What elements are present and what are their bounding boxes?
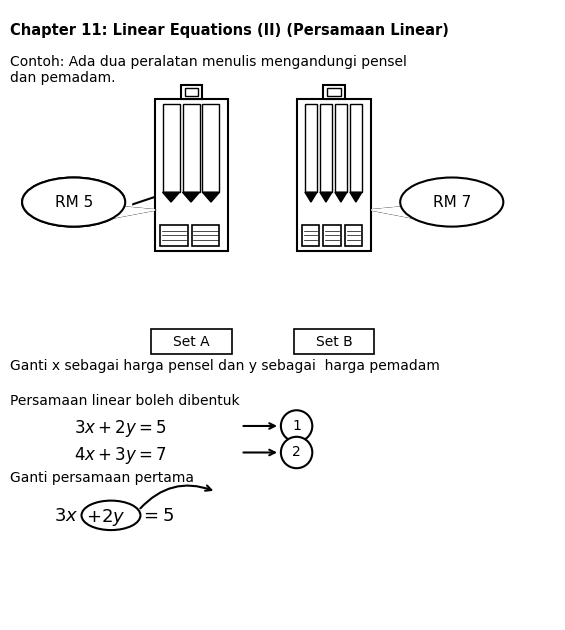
Ellipse shape xyxy=(22,178,125,227)
Text: $= 5$: $= 5$ xyxy=(141,507,175,525)
Text: $4x + 3y = 7$: $4x + 3y = 7$ xyxy=(73,445,167,466)
Polygon shape xyxy=(335,192,347,202)
Bar xyxy=(335,104,347,192)
Polygon shape xyxy=(350,192,362,202)
Text: 1: 1 xyxy=(292,419,301,433)
Polygon shape xyxy=(113,197,131,207)
Bar xyxy=(305,104,317,192)
Bar xyxy=(323,225,341,246)
Ellipse shape xyxy=(22,178,125,227)
Bar xyxy=(185,88,198,96)
Bar xyxy=(302,225,319,246)
Text: $3x$: $3x$ xyxy=(54,507,79,525)
Bar xyxy=(192,225,219,246)
Bar xyxy=(182,104,199,192)
Circle shape xyxy=(281,410,312,442)
Text: RM 7: RM 7 xyxy=(433,195,471,210)
Text: Set B: Set B xyxy=(315,335,353,348)
Polygon shape xyxy=(320,192,332,202)
Polygon shape xyxy=(182,192,199,202)
Text: Ganti x sebagai harga pensel dan y sebagai  harga pemadam: Ganti x sebagai harga pensel dan y sebag… xyxy=(10,359,440,373)
Bar xyxy=(327,88,341,96)
Text: Chapter 11: Linear Equations (II) (Persamaan Linear): Chapter 11: Linear Equations (II) (Persa… xyxy=(10,23,449,38)
Bar xyxy=(202,104,219,192)
Bar xyxy=(159,225,188,246)
Text: RM 5: RM 5 xyxy=(55,195,93,210)
Circle shape xyxy=(281,437,312,468)
Bar xyxy=(345,225,362,246)
Text: 2: 2 xyxy=(292,445,301,459)
Bar xyxy=(163,104,180,192)
Text: Set A: Set A xyxy=(173,335,210,348)
Bar xyxy=(297,99,371,251)
Bar xyxy=(155,99,228,251)
Bar xyxy=(323,85,345,99)
Text: $3x + 2y = 5$: $3x + 2y = 5$ xyxy=(73,418,166,439)
Text: Contoh: Ada dua peralatan menulis mengandungi pensel
dan pemadam.: Contoh: Ada dua peralatan menulis mengan… xyxy=(10,55,407,85)
Polygon shape xyxy=(163,192,180,202)
Polygon shape xyxy=(305,192,317,202)
Bar xyxy=(320,104,332,192)
Text: Persamaan linear boleh dibentuk: Persamaan linear boleh dibentuk xyxy=(10,394,240,408)
FancyBboxPatch shape xyxy=(294,329,374,354)
Polygon shape xyxy=(103,207,155,220)
Polygon shape xyxy=(202,192,219,202)
Text: RM 5: RM 5 xyxy=(55,195,93,210)
Bar xyxy=(350,104,362,192)
Ellipse shape xyxy=(400,178,503,227)
FancyBboxPatch shape xyxy=(151,329,232,354)
Polygon shape xyxy=(371,207,422,220)
Text: $+ 2y$: $+ 2y$ xyxy=(86,507,126,527)
Text: Ganti persamaan pertama: Ganti persamaan pertama xyxy=(10,471,194,485)
Bar xyxy=(181,85,202,99)
